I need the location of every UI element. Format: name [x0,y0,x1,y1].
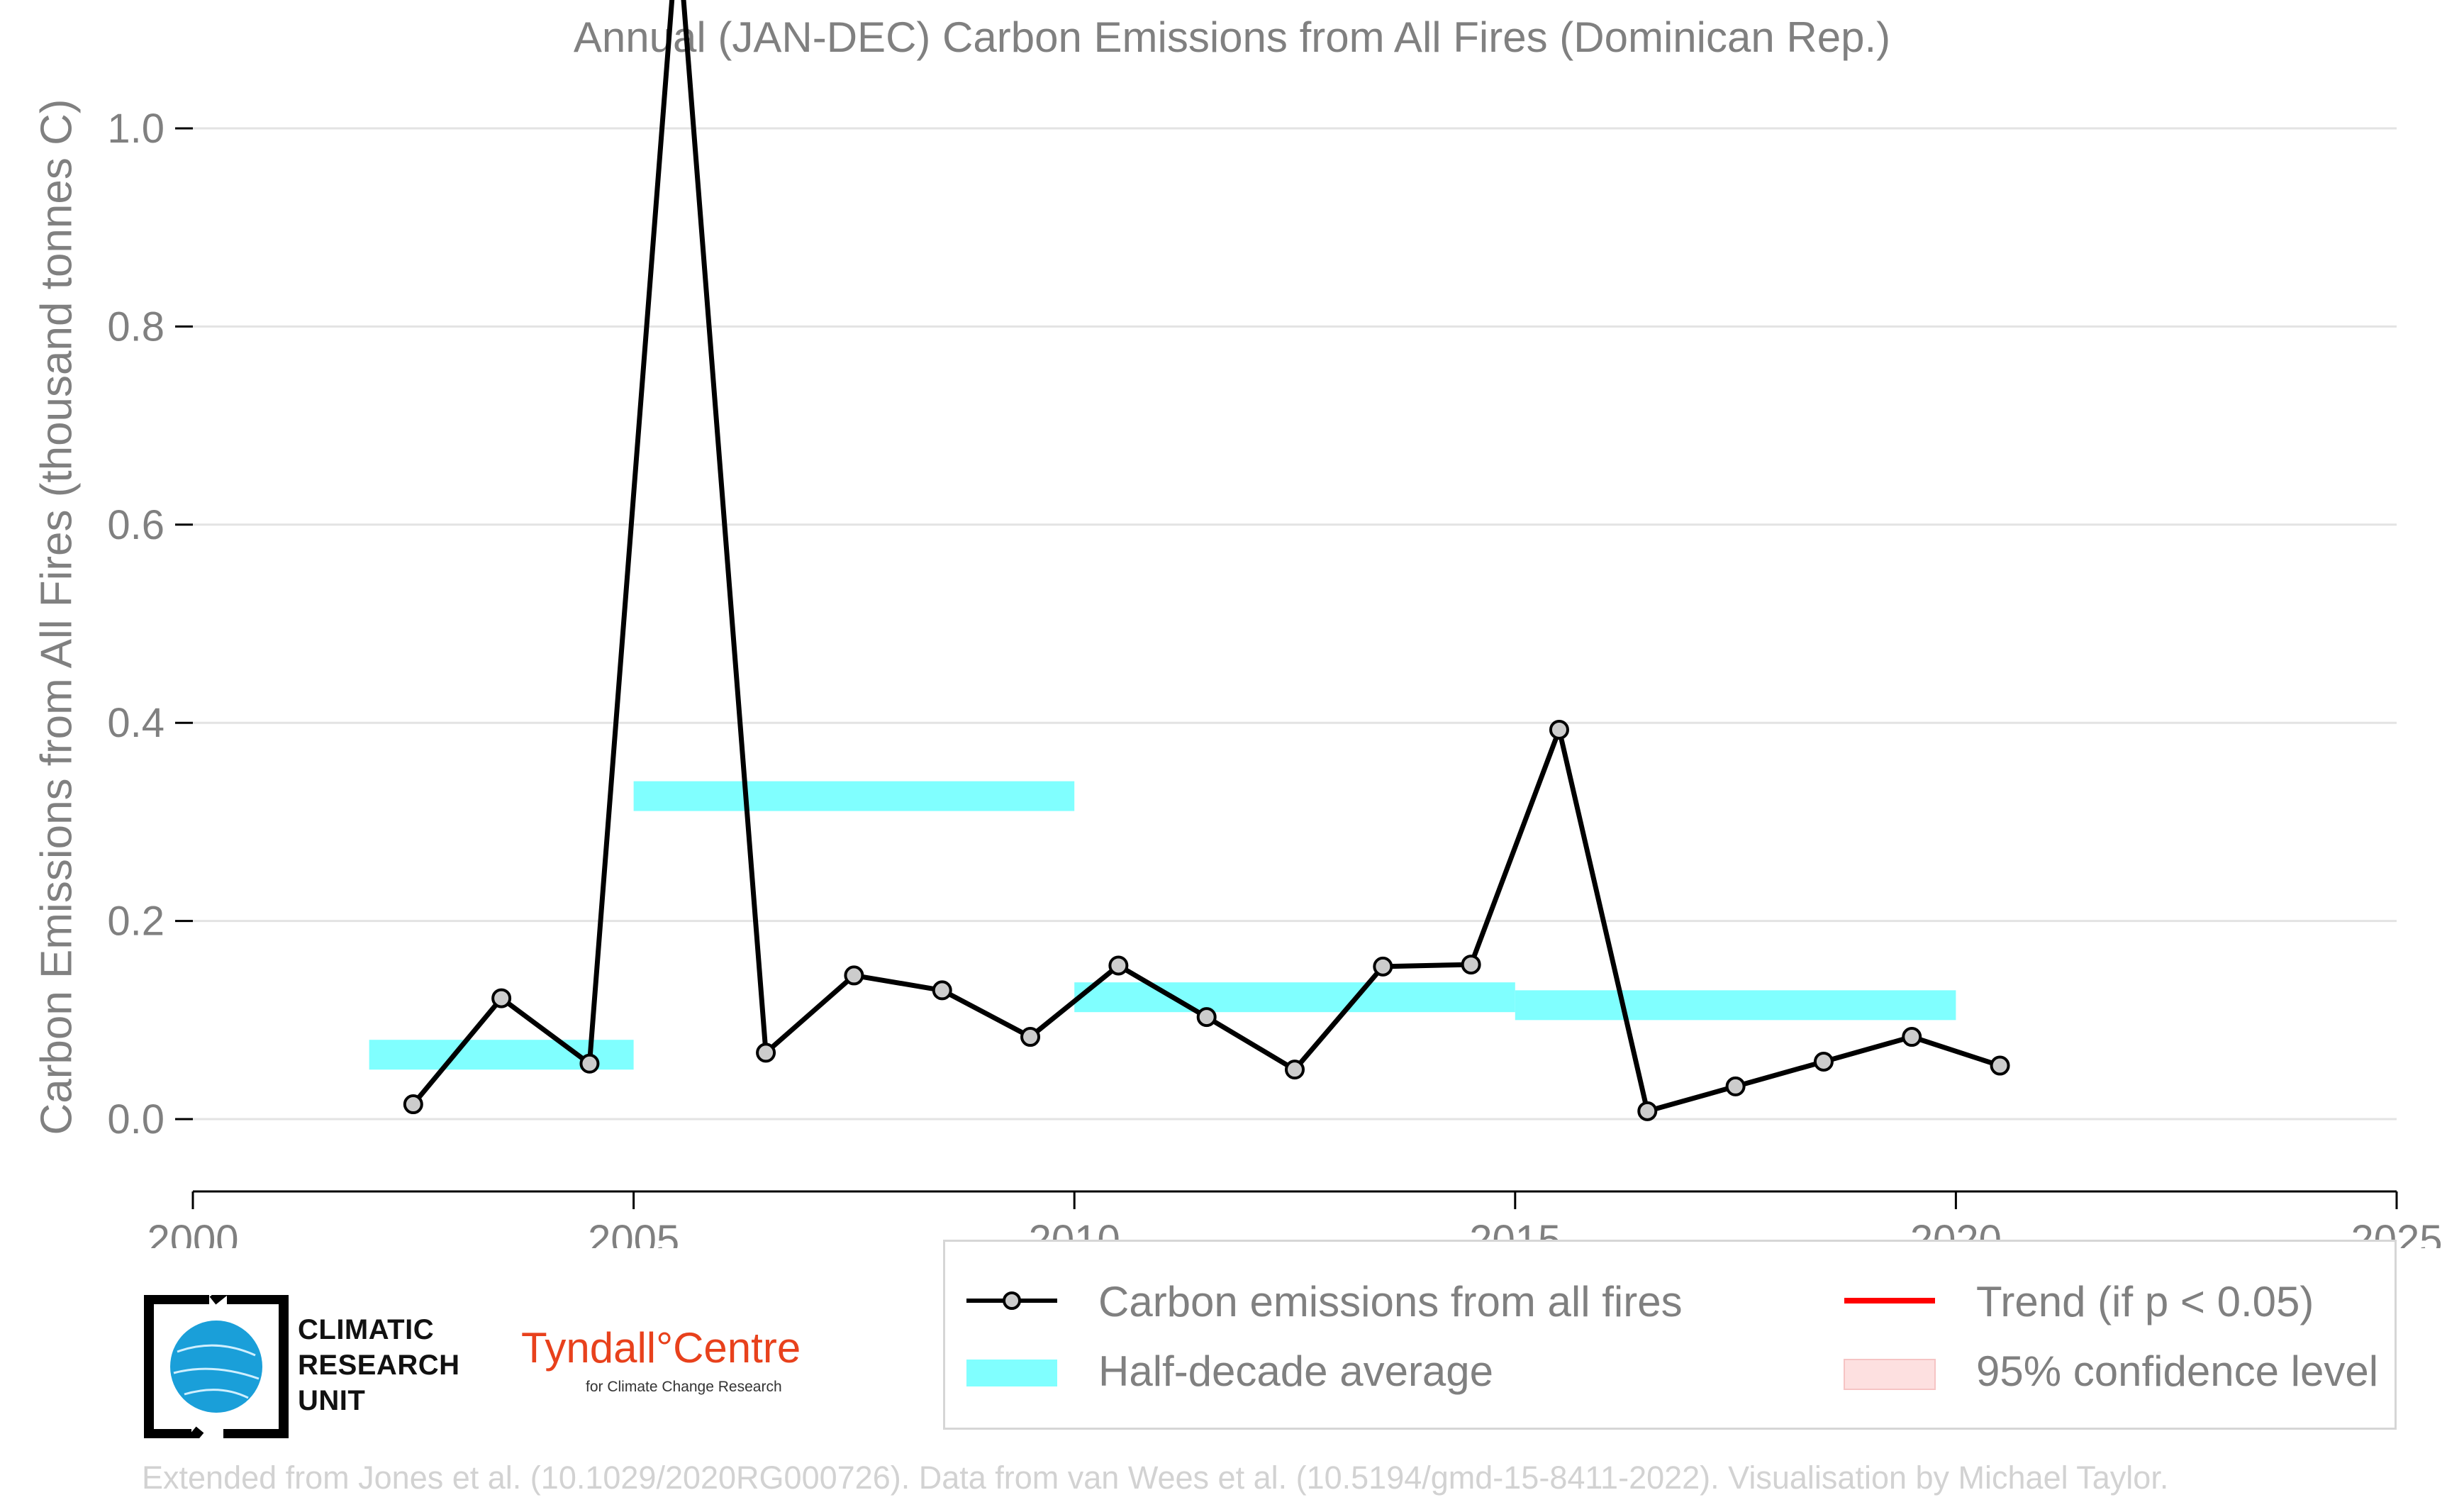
data-credit: Extended from Jones et al. (10.1029/2020… [142,1460,2169,1496]
x-axis [175,127,2398,1209]
y-tick-label: 0.0 [107,1096,165,1143]
emissions-data-point [403,1094,423,1115]
emissions-data-point [756,1043,776,1063]
tyndall-logo-subtitle: for Climate Change Research [586,1379,782,1395]
cru-logo-text: CLIMATIC RESEARCH UNIT [298,1314,460,1416]
emissions-data-point [844,965,864,986]
y-tick-label: 0.4 [107,700,165,746]
legend-swatch-confidence [1844,1359,1936,1390]
emissions-data-point [1902,1027,1922,1047]
half-decade-average-bar [1515,990,1956,1021]
emissions-data-point [1461,955,1481,975]
chart-plot: 0.00.20.40.60.81.01.22000200520102015202… [107,0,2443,1248]
emissions-data-point [1373,956,1393,977]
emissions-data-point [1196,1007,1217,1028]
emissions-points [403,719,2010,1121]
legend-swatch-average [966,1360,1057,1386]
x-tick-label: 2000 [147,1217,238,1248]
legend-swatch-line [966,1291,1057,1310]
legend-swatches [966,1291,1936,1390]
y-tick-label: 0.8 [107,304,165,350]
emissions-data-point [1725,1076,1746,1096]
emissions-data-point [491,988,512,1008]
emissions-series-line [411,0,2001,1114]
emissions-data-point [932,980,952,1001]
x-tick-label: 2005 [588,1217,679,1248]
legend-label-average: Half-decade average [1098,1347,1494,1395]
emissions-data-point [1813,1051,1834,1072]
emissions-data-point [1108,955,1129,976]
emissions-data-point [579,1053,600,1074]
emissions-data-point [1285,1060,1305,1080]
emissions-data-point [1549,719,1569,740]
chart-title: Annual (JAN-DEC) Carbon Emissions from A… [573,13,1891,61]
legend-label-confidence: 95% confidence level [1976,1347,2379,1395]
grid-lines [193,127,2397,1121]
chart-legend: Carbon emissions from all fires Half-dec… [943,1240,2397,1430]
y-tick-label: 0.6 [107,502,165,548]
tyndall-logo: Tyndall°Centre [521,1324,801,1372]
legend-label-trend: Trend (if p < 0.05) [1976,1278,2314,1325]
y-tick-label: 1.0 [107,106,165,152]
half-decade-average-bar [633,781,1075,811]
emissions-line [411,0,2001,1114]
half-decade-average-bar [1074,982,1515,1013]
y-tick-label: 0.2 [107,899,165,945]
cru-logo-icon [142,1285,291,1450]
legend-label-emissions: Carbon emissions from all fires [1098,1278,1683,1325]
emissions-data-point [1020,1027,1041,1047]
tick-labels: 0.00.20.40.60.81.01.22000200520102015202… [107,106,2442,1248]
emissions-data-point [1990,1055,2010,1076]
emissions-data-point [1637,1101,1658,1121]
